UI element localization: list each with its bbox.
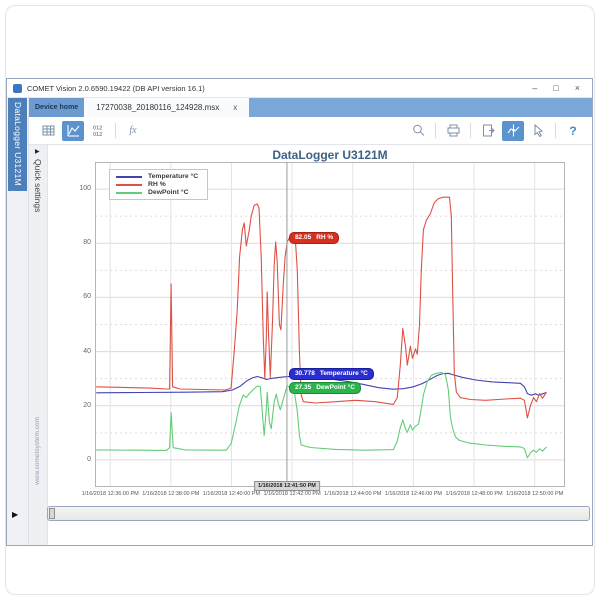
scrollbar-grip[interactable] bbox=[49, 508, 55, 519]
document-tab-label: 17270038_20180116_124928.msx bbox=[96, 103, 220, 112]
values-view-button[interactable]: 012 012 bbox=[87, 121, 109, 141]
tooltip-series-label: RH % bbox=[316, 234, 334, 242]
x-tick-label: 1/16/2018 12:44:00 PM bbox=[324, 491, 382, 497]
svg-text:012: 012 bbox=[93, 126, 102, 132]
quick-settings-arrow-icon[interactable]: ▶ bbox=[35, 149, 40, 155]
fx-label: fx bbox=[129, 125, 137, 136]
quick-settings-label: Quick settings bbox=[33, 159, 43, 213]
magnifier-icon bbox=[412, 124, 424, 136]
device-tab-strip: DataLogger U3121M ▶ bbox=[7, 98, 29, 545]
tab-bar-fill bbox=[249, 98, 592, 117]
chart-legend: Temperature °C RH % DewPoint °C bbox=[109, 169, 209, 200]
plot-area: Temperature °C RH % DewPoint °C 0 20 40 60 80 1… bbox=[79, 162, 565, 497]
chart-view-button[interactable] bbox=[62, 120, 84, 141]
y-tick-label: 100 bbox=[79, 185, 91, 193]
x-tick-label: 1/16/2018 12:46:00 PM bbox=[384, 491, 442, 497]
legend-swatch bbox=[116, 191, 142, 194]
minimize-button[interactable]: – bbox=[532, 82, 538, 93]
app-window: COMET Vision 2.0.6590.19422 (DB API vers… bbox=[6, 78, 593, 546]
legend-item: DewPoint °C bbox=[116, 189, 198, 196]
tooltip-series-label: Temperature °C bbox=[319, 370, 368, 378]
toolbar-separator bbox=[470, 123, 471, 138]
toolbar-separator bbox=[435, 123, 436, 138]
tooltip-value: 82.05 bbox=[294, 234, 312, 242]
chart-title: DataLogger U3121M bbox=[272, 148, 388, 162]
pan-cursor-icon bbox=[534, 123, 543, 138]
cursor-values-icon bbox=[507, 124, 519, 137]
cursor-tooltip: 30.778 Temperature °C bbox=[288, 367, 374, 380]
values-icon: 012 012 bbox=[93, 126, 102, 139]
app-logo-icon bbox=[13, 83, 22, 93]
export-button[interactable] bbox=[477, 121, 499, 141]
close-button[interactable]: × bbox=[574, 82, 580, 93]
toolbar-separator bbox=[555, 123, 556, 138]
expand-bottom-arrow-icon[interactable]: ▶ bbox=[12, 510, 19, 519]
chart-panel: DataLogger U3121M Temperature °C RH % DewP… bbox=[47, 145, 592, 545]
legend-label: Temperature °C bbox=[148, 173, 199, 180]
legend-item: RH % bbox=[116, 181, 198, 188]
cursor-time-label: 1/16/2018 12:41:50 PM bbox=[254, 481, 320, 491]
y-tick-label: 20 bbox=[83, 401, 91, 409]
toolbar: 012 012 fx bbox=[29, 117, 592, 145]
cursor-tooltip: 82.05 RH % bbox=[288, 231, 340, 244]
plot-svg[interactable] bbox=[95, 162, 565, 487]
help-button[interactable]: ? bbox=[562, 121, 584, 141]
image-frame bbox=[5, 5, 595, 595]
legend-item: Temperature °C bbox=[116, 173, 198, 180]
help-label: ? bbox=[569, 123, 577, 138]
fx-button[interactable]: fx bbox=[122, 121, 144, 141]
tab-close-icon[interactable]: x bbox=[233, 103, 238, 112]
toolbar-separator bbox=[115, 123, 116, 138]
titlebar: COMET Vision 2.0.6590.19422 (DB API vers… bbox=[7, 79, 592, 98]
tooltip-value: 27.35 bbox=[294, 384, 312, 392]
x-tick-label: 1/16/2018 12:42:00 PM bbox=[263, 491, 321, 497]
cursor-tooltip: 27.35 DewPoint °C bbox=[288, 381, 361, 394]
x-tick-label: 1/16/2018 12:40:00 PM bbox=[202, 491, 261, 497]
maximize-button[interactable]: □ bbox=[553, 82, 559, 93]
zoom-button[interactable] bbox=[407, 121, 429, 141]
quick-settings-panel[interactable]: ▶ Quick settings www.cometsystem.com bbox=[29, 145, 48, 545]
window-title: COMET Vision 2.0.6590.19422 (DB API vers… bbox=[27, 83, 205, 93]
time-range-scrollbar[interactable] bbox=[47, 506, 590, 521]
device-home-tab[interactable]: Device home bbox=[29, 98, 85, 117]
legend-label: DewPoint °C bbox=[148, 189, 189, 196]
legend-swatch bbox=[116, 183, 142, 186]
chart-icon bbox=[66, 125, 79, 137]
pan-button[interactable] bbox=[527, 121, 549, 141]
legend-label: RH % bbox=[148, 181, 166, 188]
print-button[interactable] bbox=[442, 121, 464, 141]
window-controls: – □ × bbox=[532, 82, 586, 93]
y-tick-label: 60 bbox=[83, 293, 91, 301]
document-tab[interactable]: 17270038_20180116_124928.msx x bbox=[84, 98, 250, 117]
tab-bar: Device home 17270038_20180116_124928.msx… bbox=[29, 98, 592, 117]
cursor-values-button[interactable] bbox=[502, 120, 524, 141]
table-view-button[interactable] bbox=[37, 121, 59, 141]
x-tick-label: 1/16/2018 12:38:00 PM bbox=[142, 491, 200, 497]
svg-text:012: 012 bbox=[93, 132, 102, 138]
y-tick-label: 40 bbox=[83, 347, 91, 355]
datalogger-vertical-tab[interactable]: DataLogger U3121M bbox=[8, 98, 27, 191]
tooltip-value: 30.778 bbox=[294, 370, 315, 378]
x-tick-label: 1/16/2018 12:50:00 PM bbox=[506, 491, 564, 497]
y-tick-label: 80 bbox=[83, 239, 91, 247]
website-watermark: www.cometsystem.com bbox=[34, 417, 41, 485]
x-tick-label: 1/16/2018 12:36:00 PM bbox=[81, 491, 139, 497]
tooltip-series-label: DewPoint °C bbox=[316, 384, 355, 392]
export-icon bbox=[482, 124, 495, 137]
printer-icon bbox=[447, 124, 459, 137]
legend-swatch bbox=[116, 175, 142, 178]
table-icon bbox=[42, 125, 54, 136]
y-tick-label: 0 bbox=[87, 455, 91, 463]
x-tick-label: 1/16/2018 12:48:00 PM bbox=[445, 491, 503, 497]
